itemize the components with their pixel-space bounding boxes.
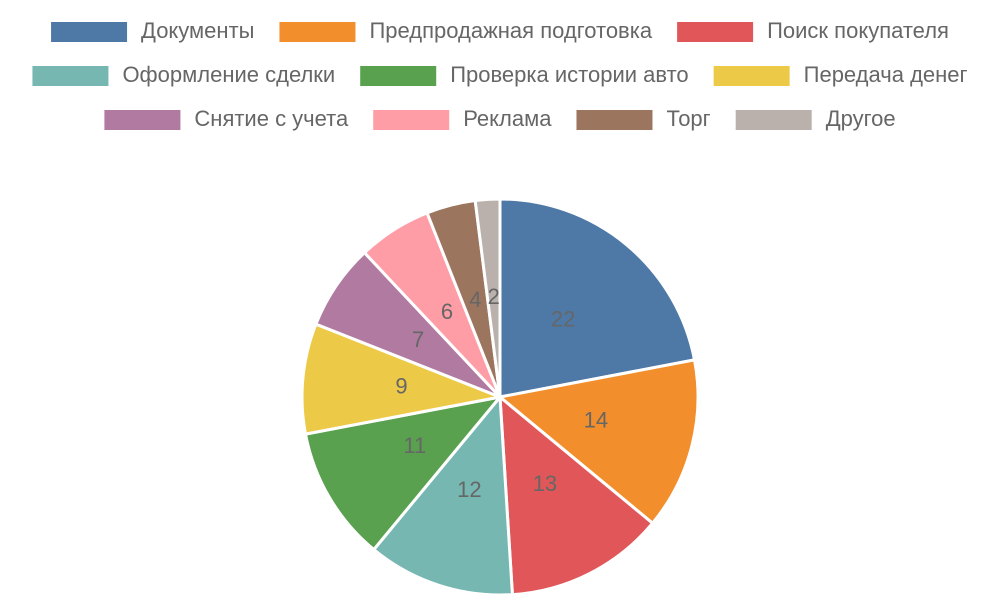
- data-label: 13: [533, 471, 557, 496]
- legend-label: Документы: [141, 18, 254, 43]
- legend-item: Реклама: [373, 106, 552, 131]
- legend-swatch: [104, 110, 181, 130]
- data-label: 22: [551, 307, 575, 332]
- legend-label: Поиск покупателя: [767, 18, 949, 43]
- legend-swatch: [677, 22, 754, 42]
- pie-slice: [496, 358, 700, 526]
- legend-swatch: [576, 110, 653, 130]
- legend-item: Снятие с учета: [104, 106, 349, 131]
- pie-slice: [498, 197, 697, 399]
- legend-item: Документы: [51, 18, 254, 43]
- legend-label: Оформление сделки: [122, 62, 335, 87]
- pie-slice: [498, 393, 655, 597]
- legend-item: Оформление сделки: [32, 62, 335, 87]
- pie-slice: [300, 322, 506, 436]
- legend-swatch: [713, 66, 790, 86]
- legend-label: Снятие с учета: [194, 106, 349, 131]
- legend-item: Торг: [576, 106, 711, 131]
- data-label: 11: [403, 433, 426, 458]
- pie-slice: [473, 197, 502, 398]
- legend-item: Другое: [735, 106, 896, 131]
- pie-slice: [371, 393, 515, 597]
- legend-swatch: [360, 66, 437, 86]
- data-label: 4: [469, 287, 481, 312]
- legend-label: Другое: [826, 106, 896, 131]
- legend-swatch: [735, 110, 812, 130]
- legend-label: Реклама: [463, 106, 552, 131]
- legend-item: Передача денег: [713, 62, 968, 87]
- pie-slice: [303, 394, 504, 552]
- data-label: 12: [457, 477, 481, 502]
- legend-item: Предпродажная подготовка: [279, 18, 653, 43]
- legend-label: Проверка истории авто: [450, 62, 688, 87]
- legend-label: Торг: [666, 106, 710, 131]
- legend-label: Предпродажная подготовка: [369, 18, 652, 43]
- legend-swatch: [373, 110, 450, 130]
- legend-item: Проверка истории авто: [360, 62, 689, 87]
- data-label: 2: [488, 284, 500, 309]
- data-label: 14: [584, 407, 608, 432]
- data-label: 6: [441, 299, 453, 324]
- legend-swatch: [32, 66, 109, 86]
- legend-swatch: [51, 22, 128, 42]
- legend-swatch: [279, 22, 356, 42]
- legend-label: Передача денег: [804, 62, 968, 87]
- data-label: 9: [395, 373, 407, 398]
- data-label: 7: [412, 327, 424, 352]
- legend-item: Поиск покупателя: [677, 18, 949, 43]
